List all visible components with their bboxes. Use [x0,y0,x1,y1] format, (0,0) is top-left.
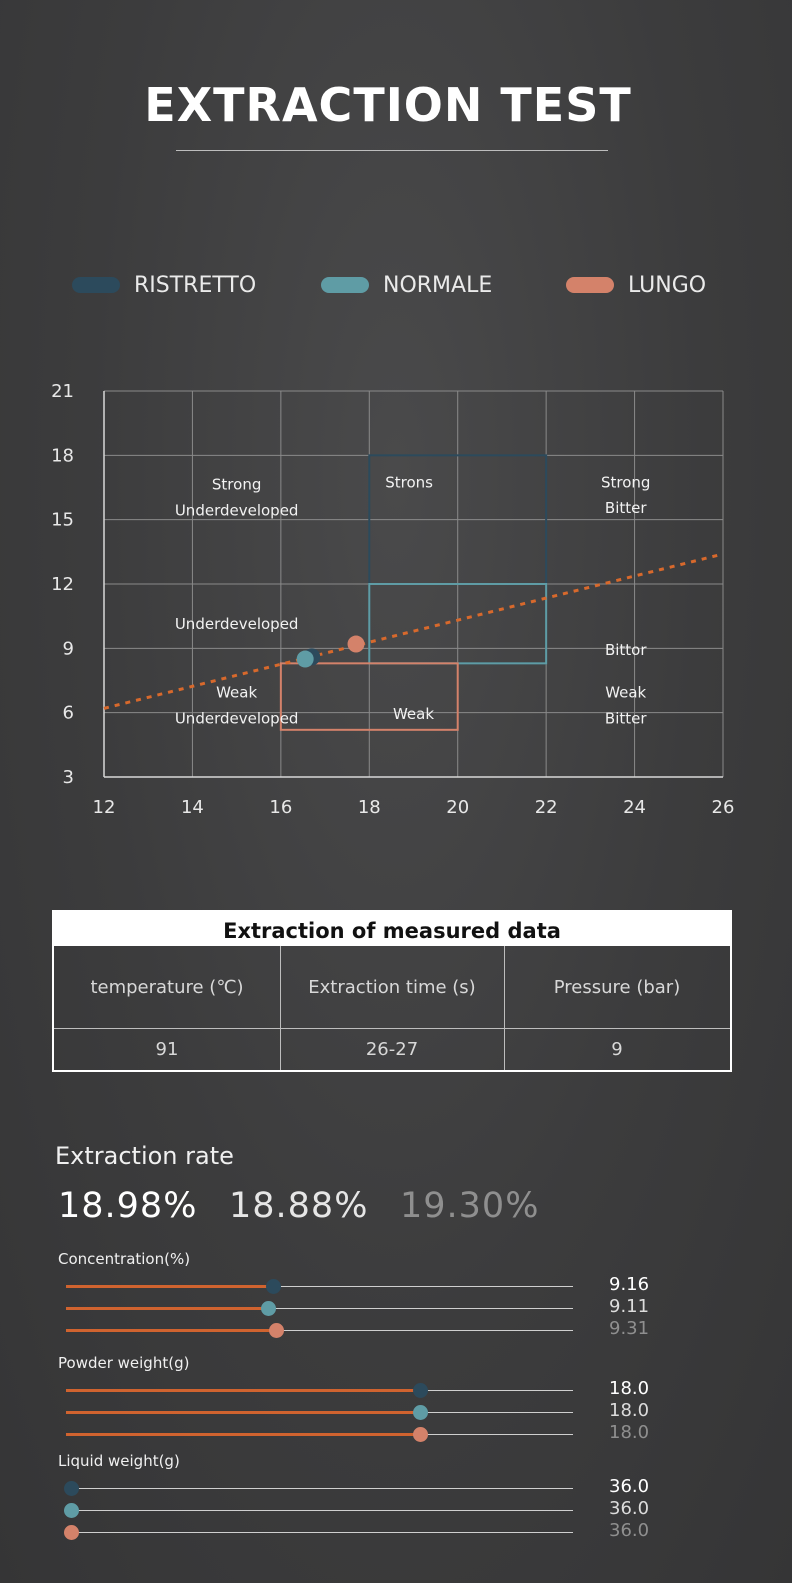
slider-value: 18.0 [609,1400,650,1421]
trend-line [103,552,724,710]
slider-value: 9.31 [609,1318,650,1339]
x-tick-label: 26 [712,797,735,818]
y-tick-label: 21 [51,381,74,402]
table-header-pressure: Pressure (bar) [553,976,681,998]
x-tick-label: 24 [623,797,646,818]
slider-track [66,1286,573,1287]
data-point-lungo [347,635,365,653]
region-annotation: Strong [212,476,261,494]
legend-label-ristretto: RISTRETTO [134,272,257,298]
slider-group-label: Powder weight(g) [58,1354,190,1372]
table-row-divider [54,1028,730,1029]
table-cell-temperature: 91 [155,1039,179,1060]
slider-value: 18.0 [609,1378,650,1399]
slider-knob[interactable] [261,1301,277,1316]
legend-swatch-lungo [566,277,614,293]
extraction-rate-label: Extraction rate [55,1142,234,1170]
slider-value: 9.16 [609,1274,650,1295]
region-annotation: Underdeveloped [175,501,299,519]
slider-fill [66,1285,274,1288]
slider-knob[interactable] [63,1503,79,1518]
x-tick-label: 14 [181,797,204,818]
slider-fill [66,1329,277,1332]
slider-knob[interactable] [63,1525,79,1540]
region-annotation: Bitter [605,499,647,517]
y-tick-label: 15 [51,510,74,531]
rate-value-normale: 18.88% [229,1186,369,1226]
lungo-zone [279,662,459,731]
slider-fill [66,1411,421,1414]
slider-knob[interactable] [413,1427,429,1442]
region-annotation: Underdeveloped [175,615,299,633]
table-column-divider [280,946,281,1070]
slider-knob[interactable] [268,1323,284,1338]
slider-value: 36.0 [609,1498,650,1519]
slider-value: 36.0 [609,1476,650,1497]
region-annotation: Bittor [605,641,647,659]
slider-knob[interactable] [266,1279,282,1294]
slider-track [66,1532,573,1533]
slider-group-label: Liquid weight(g) [58,1452,180,1470]
slider-value: 36.0 [609,1520,650,1541]
slider-knob[interactable] [413,1405,429,1420]
x-tick-label: 20 [446,797,469,818]
x-tick-label: 22 [535,797,558,818]
legend-swatch-ristretto [72,277,120,293]
legend-item-lungo: LUNGO [566,270,706,300]
region-annotation: Underdeveloped [175,709,299,727]
slider-fill [66,1433,421,1436]
slider-group-label: Concentration(%) [58,1250,191,1268]
x-tick-label: 18 [358,797,381,818]
legend-label-normale: NORMALE [383,272,493,298]
slider-value: 18.0 [609,1422,650,1443]
legend-item-normale: NORMALE [321,270,492,300]
slider-fill [66,1389,421,1392]
table-column-divider [504,946,505,1070]
x-tick-label: 12 [93,797,116,818]
slider-track [66,1308,573,1309]
page-title: EXTRACTION TEST [144,78,632,132]
region-annotation: Weak [605,684,646,702]
legend-item-ristretto: RISTRETTO [72,270,256,300]
region-annotation: Weak [216,684,257,702]
slider-knob[interactable] [63,1481,79,1496]
table-cell-pressure: 9 [611,1039,623,1060]
rate-value-lungo: 19.30% [400,1186,540,1226]
y-tick-label: 6 [63,703,74,724]
slider-track [66,1330,573,1331]
region-annotation: Strong [601,474,650,492]
y-tick-label: 3 [63,767,74,788]
slider-fill [66,1307,269,1310]
slider-value: 9.11 [609,1296,650,1317]
title-divider [176,150,608,151]
slider-track [66,1510,573,1511]
data-point-normale [296,650,314,668]
y-tick-label: 9 [63,638,74,659]
y-tick-label: 18 [51,445,74,466]
x-tick-label: 16 [269,797,292,818]
measured-data-table: Extraction of measured data temperature … [52,910,732,1072]
region-annotation: Bitter [605,709,647,727]
region-annotation: Strons [385,474,433,492]
slider-knob[interactable] [413,1383,429,1398]
legend-swatch-normale [321,277,369,293]
region-annotation: Weak [393,705,434,723]
table-header-temperature: temperature (℃) [90,976,244,998]
table-header-extraction-time: Extraction time (s) [308,976,476,998]
table-cell-extraction-time: 26-27 [365,1039,419,1060]
slider-track [66,1488,573,1489]
extraction-chart: 12 14 16 18 20 22 24 26 3 6 9 12 15 18 21 Strong Underde… [51,381,735,818]
legend-label-lungo: LUNGO [628,272,707,298]
y-tick-label: 12 [51,574,74,595]
table-title: Extraction of measured data [54,912,730,946]
rate-value-ristretto: 18.98% [58,1186,198,1226]
